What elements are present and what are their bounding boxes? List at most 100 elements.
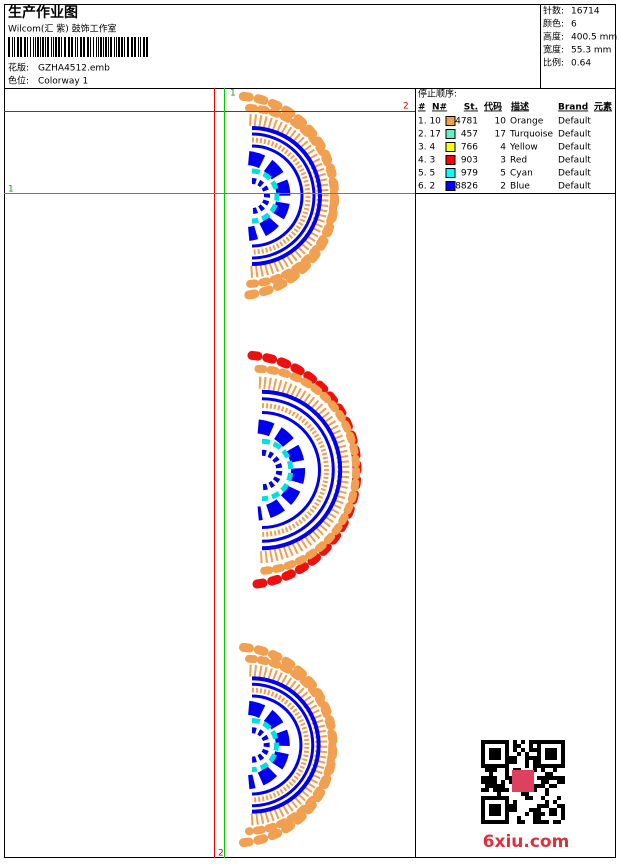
qr-cell: [537, 752, 541, 756]
bar: [75, 37, 76, 57]
qr-cell: [481, 788, 485, 792]
brand: Default: [558, 143, 591, 153]
stitch-arc: [244, 654, 337, 836]
qr-cell: [541, 740, 545, 744]
bar: [64, 37, 66, 57]
stitch-arc: [251, 687, 310, 803]
colorway-label: 色位:: [8, 75, 29, 87]
qr-cell: [481, 820, 485, 824]
qr-cell: [513, 804, 517, 808]
bar: [33, 37, 34, 57]
bar: [30, 37, 31, 57]
color-swatch: [445, 142, 456, 152]
qr-cell: [553, 808, 557, 812]
bar: [71, 37, 73, 57]
qr-cell: [501, 796, 505, 800]
qr-cell: [561, 764, 565, 768]
qr-cell: [517, 752, 521, 756]
qr-cell: [553, 752, 557, 756]
color-swatch: [445, 168, 456, 178]
stitch-arc: [261, 411, 321, 529]
bar: [8, 37, 10, 57]
qr-cell: [505, 776, 509, 780]
guide-label: 2: [218, 849, 224, 859]
qr-cell: [505, 808, 509, 812]
qr-cell: [489, 804, 493, 808]
qr-cell: [497, 796, 501, 800]
qr-cell: [505, 788, 509, 792]
qr-cell: [505, 816, 509, 820]
qr-cell: [537, 804, 541, 808]
qr-cell: [553, 764, 557, 768]
qr-cell: [497, 788, 501, 792]
qr-cell: [481, 764, 485, 768]
qr-cell: [549, 740, 553, 744]
qr-cell: [545, 772, 549, 776]
code: 17: [495, 130, 506, 140]
qr-cell: [481, 744, 485, 748]
brand: Default: [558, 130, 591, 140]
bar: [20, 37, 22, 57]
qr-cell: [493, 752, 497, 756]
qr-cell: [541, 784, 545, 788]
qr-cell: [557, 796, 561, 800]
qr-cell: [517, 820, 521, 824]
stat-value: 16714: [571, 7, 600, 17]
bar: [61, 37, 62, 57]
qr-cell: [505, 820, 509, 824]
qr-cell: [529, 756, 533, 760]
bar: [80, 37, 82, 57]
guide-label: 2: [403, 102, 409, 112]
qr-cell: [553, 748, 557, 752]
description: Blue: [510, 182, 530, 192]
qr-cell: [485, 780, 489, 784]
qr-cell: [553, 756, 557, 760]
qr-cell: [533, 812, 537, 816]
stitches: 979: [461, 169, 478, 179]
qr-cell: [533, 756, 537, 760]
qr-cell: [485, 768, 489, 772]
qr-cell: [561, 744, 565, 748]
qr-cell: [533, 764, 537, 768]
row-index: 6. 2: [418, 182, 435, 192]
qr-cell: [497, 764, 501, 768]
stitches: 457: [461, 130, 478, 140]
bar: [35, 37, 36, 57]
qr-cell: [549, 748, 553, 752]
column-header: St.: [464, 103, 478, 113]
qr-cell: [489, 820, 493, 824]
bar: [53, 37, 54, 57]
qr-cell: [485, 764, 489, 768]
qr-cell: [481, 760, 485, 764]
qr-cell: [545, 792, 549, 796]
qr-cell: [493, 788, 497, 792]
qr-cell: [493, 820, 497, 824]
qr-cell: [493, 796, 497, 800]
design: GZHA4512.emb: [38, 64, 110, 74]
qr-cell: [517, 816, 521, 820]
row-index: 4. 3: [418, 156, 435, 166]
stitch-arc: [244, 104, 338, 288]
table-title: 停止顺序:: [418, 88, 457, 100]
qr-cell: [481, 776, 485, 780]
column-header: Brand: [558, 103, 588, 113]
qr-cell: [549, 772, 553, 776]
qr-cell: [481, 796, 485, 800]
qr-cell: [513, 744, 517, 748]
qr-cell: [537, 816, 541, 820]
qr-cell: [485, 820, 489, 824]
bar: [90, 37, 91, 57]
bar: [58, 37, 60, 57]
qr-cell: [489, 780, 493, 784]
qr-cell: [501, 788, 505, 792]
qr-cell: [505, 752, 509, 756]
qr-cell: [481, 808, 485, 812]
bar: [143, 37, 145, 57]
qr-cell: [501, 784, 505, 788]
qr-cell: [537, 820, 541, 824]
bar: [14, 37, 15, 57]
description: Turquoise: [509, 130, 553, 140]
qr-cell: [505, 796, 509, 800]
qr-cell: [501, 780, 505, 784]
qr-cell: [489, 740, 493, 744]
